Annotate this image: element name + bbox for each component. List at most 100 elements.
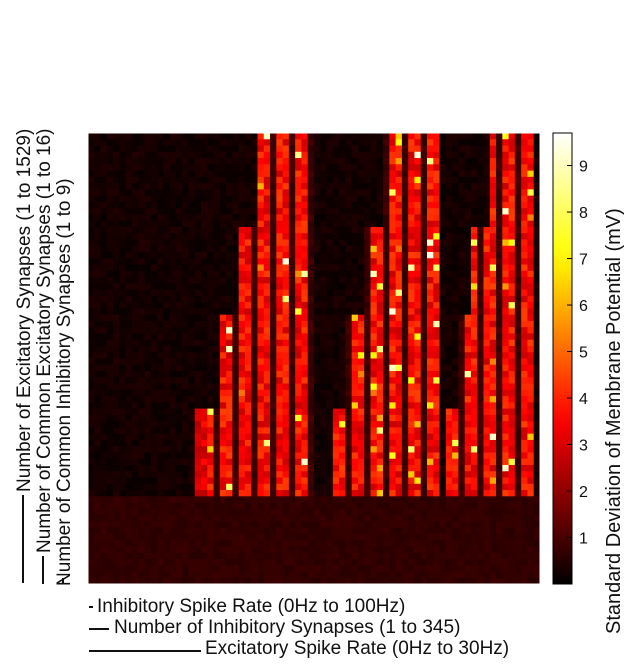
- heatmap-cell: [175, 189, 183, 196]
- heatmap-cell: [339, 214, 346, 221]
- heatmap-cell: [345, 208, 352, 215]
- heatmap-cell: [157, 176, 164, 184]
- heatmap-cell: [383, 333, 390, 340]
- heatmap-cell: [408, 502, 415, 510]
- heatmap-cell: [251, 214, 258, 221]
- heatmap-cell: [144, 540, 152, 547]
- heatmap-cell: [314, 433, 321, 441]
- heatmap-cell: [514, 496, 522, 503]
- heatmap-cell: [433, 352, 440, 359]
- heatmap-cell: [508, 201, 516, 209]
- heatmap-cell: [395, 408, 403, 416]
- heatmap-cell: [470, 483, 478, 491]
- heatmap-cell: [125, 226, 133, 234]
- heatmap-cell: [301, 158, 309, 165]
- heatmap-cell: [383, 339, 390, 347]
- heatmap-cell: [144, 533, 152, 541]
- heatmap-cell: [307, 208, 315, 215]
- heatmap-cell: [207, 446, 214, 453]
- heatmap-cell: [295, 314, 302, 322]
- heatmap-cell: [244, 245, 252, 253]
- heatmap-cell: [502, 314, 509, 322]
- heatmap-cell: [226, 402, 233, 409]
- heatmap-cell: [326, 364, 334, 372]
- heatmap-cell: [345, 189, 352, 196]
- heatmap-cell: [100, 327, 108, 334]
- heatmap-cell: [470, 201, 478, 209]
- heatmap-cell: [502, 139, 509, 146]
- heatmap-cell: [232, 195, 239, 203]
- heatmap-cell: [514, 521, 522, 528]
- heatmap-cell: [452, 508, 459, 516]
- heatmap-cell: [496, 452, 503, 460]
- heatmap-cell: [144, 452, 152, 460]
- heatmap-cell: [351, 333, 359, 340]
- heatmap-cell: [138, 502, 145, 510]
- heatmap-cell: [125, 490, 133, 497]
- heatmap-cell: [213, 339, 221, 347]
- heatmap-cell: [452, 245, 459, 253]
- heatmap-cell: [514, 433, 522, 441]
- heatmap-cell: [270, 439, 277, 447]
- heatmap-cell: [395, 433, 403, 441]
- heatmap-cell: [464, 252, 472, 259]
- heatmap-cell: [427, 490, 434, 497]
- heatmap-cell: [157, 552, 164, 560]
- heatmap-cell: [514, 483, 522, 491]
- heatmap-cell: [357, 377, 365, 384]
- heatmap-cell: [100, 245, 108, 253]
- heatmap-cell: [383, 458, 390, 466]
- heatmap-cell: [345, 345, 352, 353]
- heatmap-cell: [326, 433, 334, 441]
- heatmap-cell: [257, 139, 265, 146]
- heatmap-cell: [521, 133, 528, 140]
- heatmap-cell: [458, 464, 465, 472]
- heatmap-cell: [157, 183, 164, 190]
- heatmap-cell: [138, 540, 145, 547]
- heatmap-cell: [351, 264, 359, 272]
- heatmap-cell: [94, 133, 101, 140]
- heatmap-cell: [251, 446, 258, 453]
- heatmap-cell: [188, 314, 196, 322]
- heatmap-cell: [439, 133, 447, 140]
- heatmap-cell: [276, 295, 283, 303]
- heatmap-cell: [295, 327, 302, 334]
- heatmap-cell: [244, 402, 252, 409]
- heatmap-cell: [414, 302, 422, 309]
- heatmap-cell: [439, 314, 447, 322]
- heatmap-cell: [175, 195, 183, 203]
- heatmap-cell: [395, 201, 403, 209]
- heatmap-cell: [106, 452, 114, 460]
- heatmap-cell: [470, 546, 478, 553]
- heatmap-cell: [376, 421, 384, 428]
- heatmap-cell: [150, 358, 158, 366]
- heatmap-cell: [508, 389, 516, 397]
- heatmap-cell: [383, 352, 390, 359]
- heatmap-cell: [370, 264, 378, 272]
- heatmap-cell: [326, 496, 334, 503]
- heatmap-cell: [420, 521, 428, 528]
- heatmap-cell: [169, 308, 177, 315]
- heatmap-cell: [427, 471, 434, 478]
- heatmap-cell: [207, 302, 214, 309]
- heatmap-cell: [119, 289, 126, 297]
- heatmap-cell: [251, 502, 258, 510]
- heatmap-cell: [238, 421, 246, 428]
- heatmap-cell: [521, 208, 528, 215]
- heatmap-cell: [401, 151, 409, 159]
- heatmap-cell: [282, 320, 290, 328]
- heatmap-cell: [326, 527, 334, 535]
- heatmap-cell: [276, 220, 283, 228]
- heatmap-cell: [496, 477, 503, 485]
- heatmap-cell: [232, 252, 239, 259]
- heatmap-cell: [270, 226, 277, 234]
- heatmap-cell: [401, 358, 409, 366]
- heatmap-cell: [502, 151, 509, 159]
- heatmap-cell: [288, 464, 296, 472]
- heatmap-cell: [251, 402, 258, 409]
- heatmap-cell: [100, 295, 108, 303]
- heatmap-cell: [276, 270, 283, 278]
- heatmap-cell: [226, 421, 233, 428]
- heatmap-cell: [376, 458, 384, 466]
- heatmap-cell: [125, 201, 133, 209]
